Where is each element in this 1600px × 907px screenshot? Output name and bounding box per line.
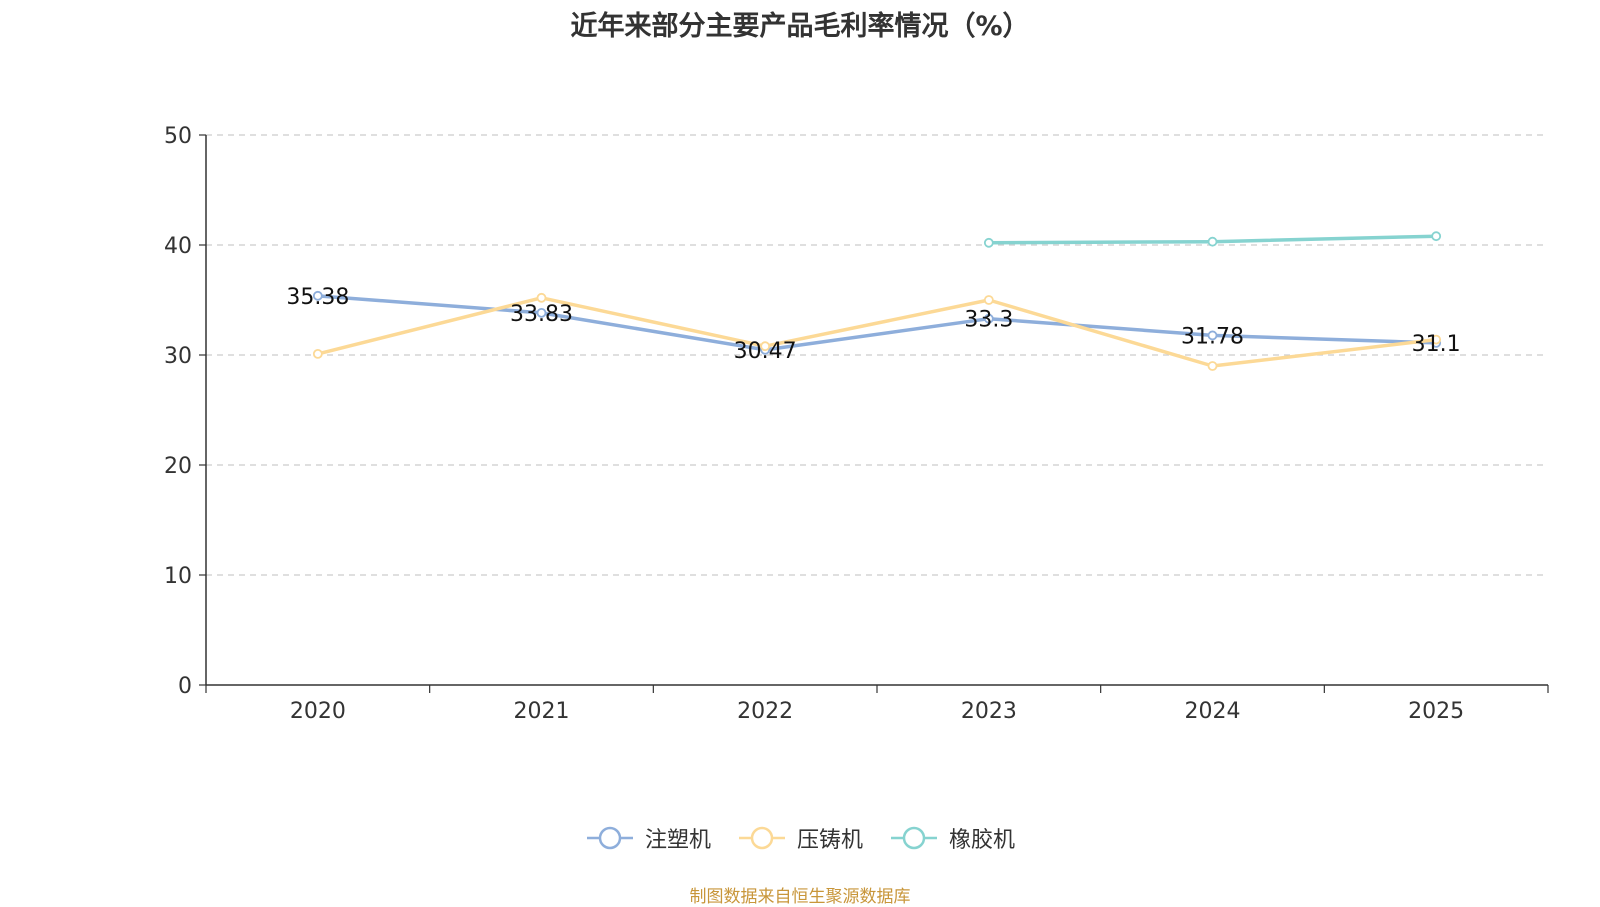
x-tick-label: 2022 xyxy=(737,699,793,724)
y-tick-label: 10 xyxy=(164,564,192,589)
x-tick-label: 2025 xyxy=(1408,699,1464,724)
data-label: 33.83 xyxy=(510,302,573,327)
data-label: 31.1 xyxy=(1412,332,1461,357)
data-point xyxy=(983,237,994,248)
legend-item[interactable]: 压铸机 xyxy=(737,822,863,854)
legend-line-circle-icon xyxy=(586,826,633,850)
series-3 xyxy=(983,231,1442,248)
series-line xyxy=(317,294,1437,352)
data-point xyxy=(1207,236,1218,247)
data-point xyxy=(983,313,994,324)
y-tick-label: 0 xyxy=(178,674,192,699)
legend-label: 注塑机 xyxy=(644,828,711,853)
data-point xyxy=(536,292,547,303)
data-label: 33.3 xyxy=(964,308,1013,333)
chart-legend: 注塑机 压铸机 橡胶机 xyxy=(0,822,1600,854)
y-tick-label: 30 xyxy=(164,344,192,369)
chart-title: 近年来部分主要产品毛利率情况（%） xyxy=(570,11,1030,42)
data-point xyxy=(312,290,323,301)
data-label: 30.47 xyxy=(734,339,797,364)
y-tick-label: 50 xyxy=(164,124,192,149)
series-line xyxy=(317,296,1437,368)
data-point xyxy=(536,307,547,318)
legend-label: 橡胶机 xyxy=(949,828,1016,853)
legend-line-circle-icon xyxy=(891,826,937,850)
x-tick-label: 2020 xyxy=(290,699,346,724)
legend-item[interactable]: 橡胶机 xyxy=(889,822,1015,854)
data-point xyxy=(1207,330,1218,341)
y-tick-label: 20 xyxy=(164,454,192,479)
data-point xyxy=(983,295,994,305)
data-label: 31.78 xyxy=(1181,324,1244,349)
legend-label: 压铸机 xyxy=(796,828,863,853)
legend-line-circle-icon xyxy=(738,826,785,850)
data-point xyxy=(1207,361,1218,371)
x-tick-label: 2023 xyxy=(961,699,1017,724)
data-point xyxy=(760,341,771,352)
x-tick-label: 2021 xyxy=(514,699,570,724)
series-2 xyxy=(312,292,1442,371)
source-note: 制图数据来自恒生聚源数据库 xyxy=(689,887,911,907)
data-point xyxy=(312,348,323,359)
legend-item[interactable]: 注塑机 xyxy=(585,822,711,854)
data-label: 35.38 xyxy=(286,285,349,310)
data-point xyxy=(1431,231,1442,242)
data-point xyxy=(1431,334,1442,345)
y-tick-label: 40 xyxy=(164,234,192,259)
x-tick-label: 2024 xyxy=(1185,699,1241,724)
